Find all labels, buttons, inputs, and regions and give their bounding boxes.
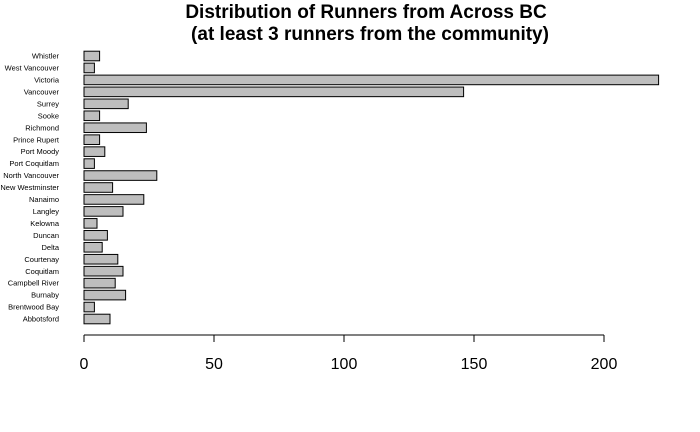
category-label: Prince Rupert: [13, 135, 60, 144]
category-label: Port Coquitlam: [9, 159, 59, 168]
bar-campbell-river: [83, 277, 116, 289]
bar-abbotsford: [83, 313, 111, 325]
bar-kelowna: [83, 218, 98, 229]
category-label: Kelowna: [30, 219, 60, 228]
bar-brentwood-bay: [83, 301, 95, 313]
bar-nanaimo: [83, 194, 145, 205]
x-tick-label: 50: [205, 356, 223, 373]
category-label: Duncan: [33, 231, 59, 240]
category-label: Whistler: [32, 52, 60, 61]
category-label: West Vancouver: [5, 64, 60, 73]
chart-title: Distribution of Runners from Across BC (…: [185, 2, 549, 45]
bar-vancouver: [83, 86, 465, 98]
category-label: Delta: [41, 243, 59, 252]
category-label: Nanaimo: [29, 195, 59, 204]
bar-surrey: [83, 98, 129, 110]
bar-sooke: [83, 110, 101, 122]
bars-layer: [83, 50, 660, 325]
bar-port-moody: [83, 146, 106, 157]
bar-new-westminster: [83, 182, 114, 193]
x-tick-label: 150: [461, 356, 488, 373]
bar-whistler: [83, 50, 101, 62]
category-label: North Vancouver: [3, 171, 59, 180]
bar-richmond: [83, 122, 147, 134]
bar-port-coquitlam: [83, 158, 95, 169]
category-label: Sooke: [38, 111, 59, 120]
category-labels: Whistler West Vancouver Victoria Vancouver S…: [0, 52, 60, 324]
category-label: Coquitlam: [25, 267, 59, 276]
bar-delta: [83, 241, 103, 253]
category-label: Campbell River: [8, 279, 60, 288]
bar-duncan: [83, 230, 108, 241]
category-label: Abbotsford: [23, 315, 59, 324]
category-label: Port Moody: [21, 147, 60, 156]
bar-coquitlam: [83, 265, 124, 277]
x-axis: 0 50 100 150 200: [80, 334, 618, 373]
bar-langley: [83, 206, 124, 217]
category-label: Surrey: [37, 99, 59, 108]
category-label: Burnaby: [31, 291, 59, 300]
category-label: Richmond: [25, 123, 59, 132]
chart-title-line-1: Distribution of Runners from Across BC: [185, 2, 547, 23]
bar-burnaby: [83, 289, 127, 301]
bar-victoria: [83, 74, 660, 86]
x-tick-label: 200: [591, 356, 618, 373]
category-label: Victoria: [34, 76, 60, 85]
category-label: Brentwood Bay: [8, 303, 59, 312]
bar-west-vancouver: [83, 62, 95, 74]
x-tick-label: 100: [331, 356, 358, 373]
bar-courtenay: [83, 253, 119, 265]
category-label: Vancouver: [24, 87, 60, 96]
bar-north-vancouver: [83, 170, 158, 181]
category-label: Langley: [33, 207, 60, 216]
category-label: Courtenay: [24, 255, 59, 264]
bar-prince-rupert: [83, 134, 101, 145]
chart-title-line-2: (at least 3 runners from the community): [191, 24, 549, 45]
x-tick-label: 0: [80, 356, 89, 373]
category-label: New Westminster: [0, 183, 59, 192]
